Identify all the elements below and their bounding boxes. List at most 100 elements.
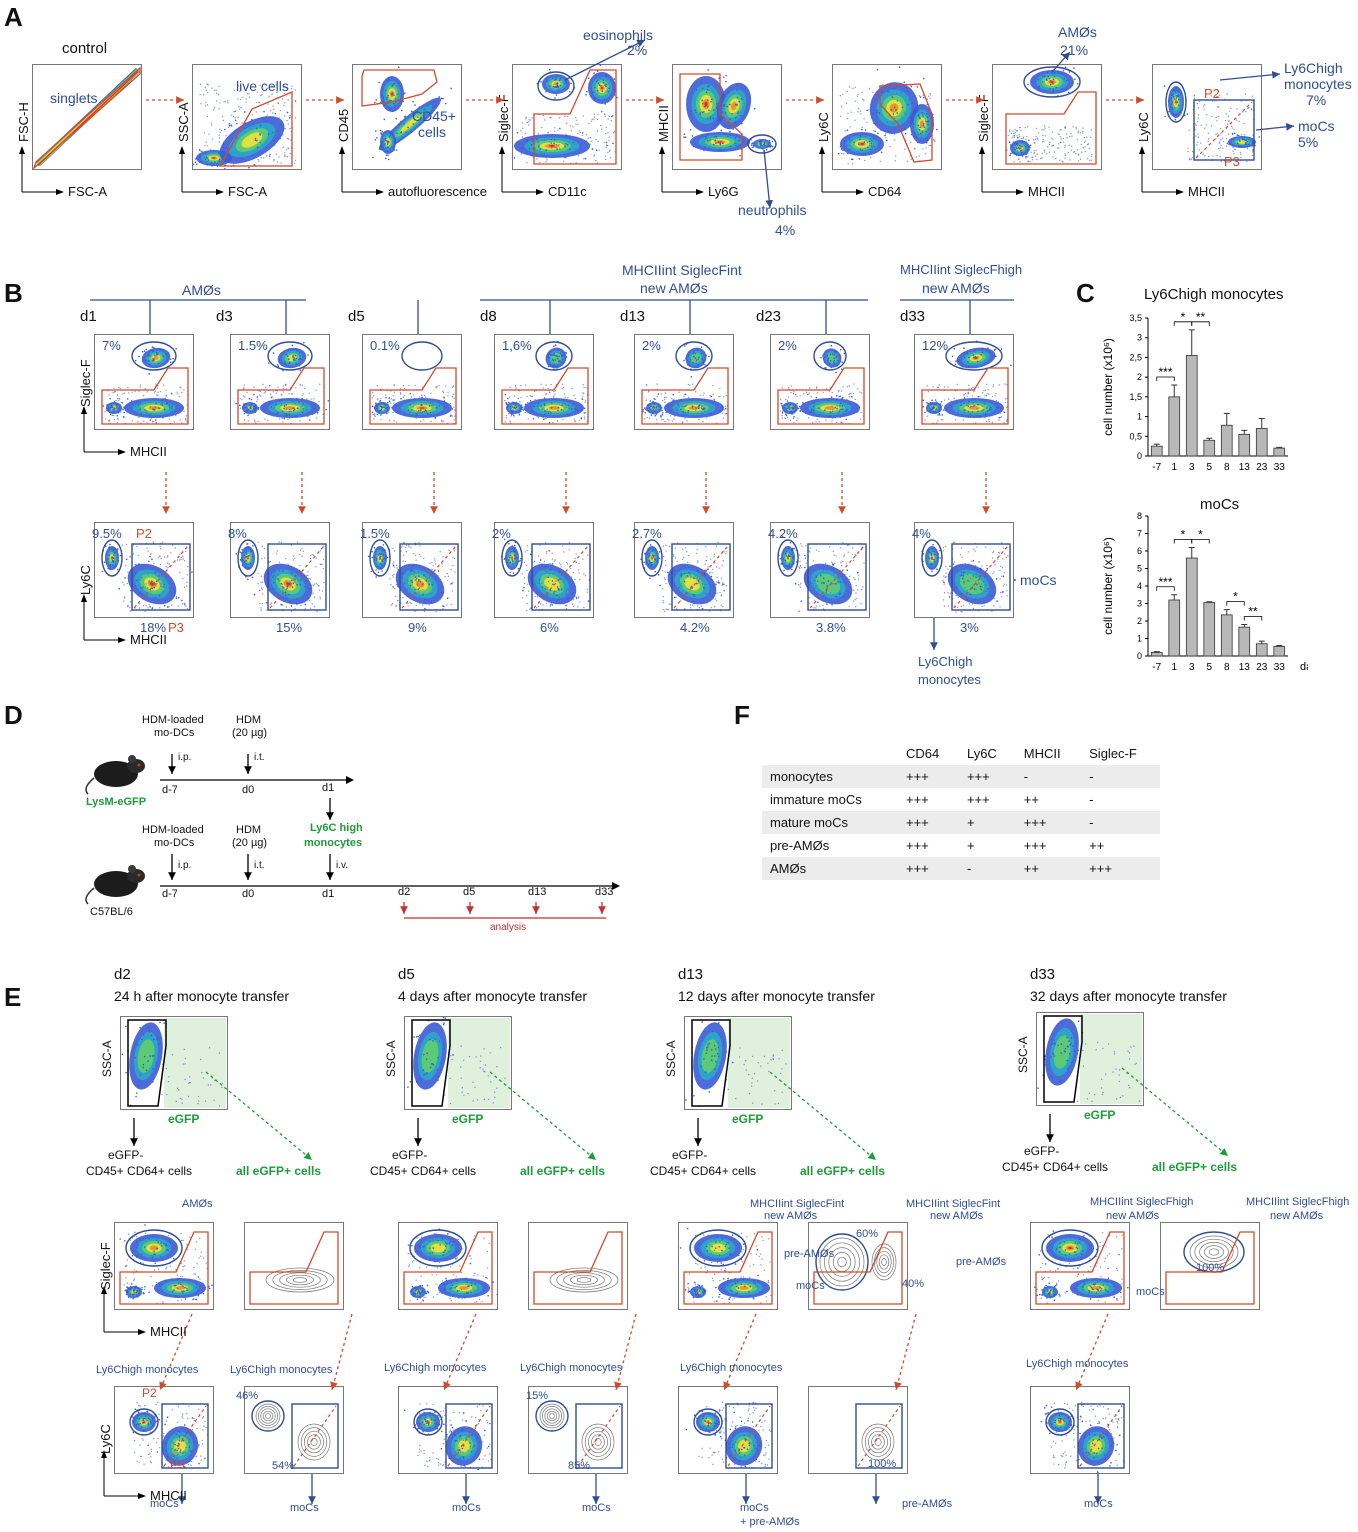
density-cluster [866, 66, 925, 148]
event-dot [700, 605, 703, 607]
event-dot [723, 551, 725, 553]
event-dot [604, 132, 607, 135]
event-dot [559, 127, 561, 130]
event-dot [872, 91, 874, 94]
event-dot [612, 142, 614, 145]
event-dot [380, 567, 382, 570]
event-dot [245, 559, 248, 562]
event-dot [288, 117, 291, 119]
event-dot [444, 405, 446, 408]
event-dot [118, 587, 121, 590]
event-dot [150, 417, 153, 419]
event-dot [153, 346, 155, 349]
event-dot [405, 550, 407, 553]
event-dot [1062, 141, 1065, 143]
event-dot [574, 557, 576, 560]
event-dot [273, 572, 276, 574]
event-dot [111, 414, 114, 417]
event-dot [397, 66, 400, 69]
event-dot [852, 392, 855, 395]
event-dot [418, 602, 421, 604]
event-dot [186, 581, 188, 584]
event-dot [1027, 160, 1030, 163]
event-dot [759, 144, 762, 147]
event-dot [737, 145, 740, 147]
event-dot [1216, 154, 1219, 157]
axis-arrows [499, 146, 544, 195]
event-dot [418, 579, 421, 581]
live-cell-gate [218, 91, 293, 167]
event-dot [837, 359, 840, 362]
event-dot [291, 579, 293, 582]
event-dot [410, 396, 413, 398]
event-dot [452, 564, 454, 567]
event-dot [551, 580, 554, 582]
event-dot [676, 608, 678, 610]
event-dot [812, 585, 814, 587]
event-dot [1080, 143, 1083, 146]
event-dot [608, 87, 610, 90]
event-dot [175, 597, 178, 599]
event-dot [548, 410, 551, 413]
event-dot [871, 111, 874, 114]
event-dot [867, 109, 870, 111]
event-dot [421, 411, 424, 414]
event-dot [674, 569, 676, 572]
event-dot [138, 563, 140, 565]
event-dot [451, 590, 454, 592]
event-dot [139, 384, 142, 386]
event-dot [114, 408, 116, 410]
event-dot [894, 139, 896, 141]
event-dot [830, 412, 833, 414]
event-dot [304, 387, 306, 390]
event-dot [508, 396, 511, 398]
event-dot [526, 121, 529, 124]
event-dot [729, 134, 732, 136]
event-dot [440, 97, 443, 100]
event-dot [288, 566, 291, 568]
event-dot [935, 411, 937, 413]
event-dot [1232, 146, 1234, 149]
event-dot [667, 418, 669, 420]
event-dot [393, 566, 395, 568]
event-dot [555, 602, 558, 605]
event-dot [509, 561, 512, 564]
event-dot [584, 575, 587, 577]
event-dot [1251, 95, 1254, 97]
event-dot [671, 397, 673, 400]
event-dot [385, 89, 387, 92]
event-dot [579, 131, 581, 134]
event-dot [833, 359, 836, 362]
event-dot [400, 120, 402, 123]
event-dot [419, 580, 422, 583]
event-dot [601, 128, 603, 130]
event-dot [566, 415, 568, 418]
event-dot [860, 589, 863, 591]
event-dot [684, 547, 687, 549]
event-dot [786, 407, 789, 409]
event-dot [163, 599, 166, 602]
event-dot [651, 409, 654, 412]
event-dot [784, 418, 787, 420]
event-dot [657, 574, 660, 576]
event-dot [793, 416, 795, 418]
event-dot [557, 129, 559, 132]
event-dot [406, 589, 409, 591]
event-dot [1058, 133, 1060, 136]
event-dot [245, 549, 247, 551]
event-dot [1045, 78, 1048, 81]
event-dot [1205, 113, 1208, 116]
event-dot [561, 404, 563, 407]
event-dot [600, 124, 602, 127]
event-dot [1188, 129, 1190, 131]
event-scatter [521, 541, 589, 612]
event-dot [791, 406, 794, 409]
event-dot [1066, 137, 1068, 139]
event-dot [382, 558, 385, 560]
event-dot [1052, 138, 1054, 140]
event-dot [1191, 156, 1194, 159]
event-dot [862, 143, 865, 145]
event-dot [391, 133, 394, 136]
event-dot [154, 571, 157, 574]
event-dot [736, 89, 738, 92]
